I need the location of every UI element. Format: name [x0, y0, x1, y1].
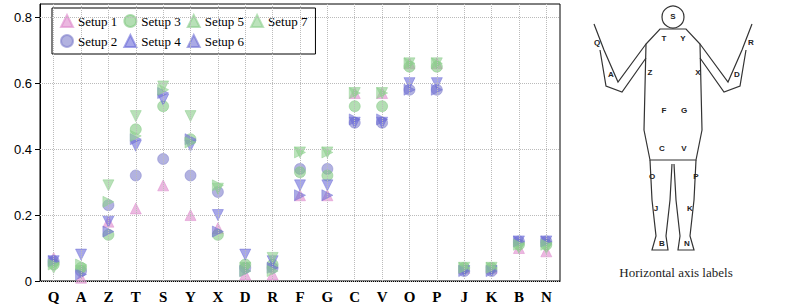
- svg-text:Setup 2: Setup 2: [78, 34, 117, 49]
- svg-text:B: B: [659, 239, 665, 248]
- svg-text:X: X: [695, 68, 701, 77]
- svg-text:0: 0: [25, 274, 32, 289]
- svg-text:N: N: [541, 289, 552, 304]
- svg-text:Z: Z: [103, 289, 113, 304]
- svg-text:V: V: [377, 289, 388, 304]
- svg-text:S: S: [159, 289, 167, 304]
- svg-text:Setup 3: Setup 3: [141, 14, 180, 29]
- svg-text:O: O: [649, 172, 655, 181]
- svg-text:T: T: [131, 289, 141, 304]
- svg-text:J: J: [654, 204, 658, 213]
- svg-text:Q: Q: [594, 38, 600, 47]
- svg-text:P: P: [432, 289, 441, 304]
- svg-text:J: J: [460, 289, 468, 304]
- svg-text:0.8: 0.8: [14, 10, 32, 25]
- svg-text:F: F: [662, 106, 667, 115]
- svg-text:G: G: [322, 289, 334, 304]
- svg-text:Setup 5: Setup 5: [205, 14, 244, 29]
- svg-text:0.2: 0.2: [14, 208, 32, 223]
- svg-text:X: X: [212, 289, 223, 304]
- svg-text:G: G: [681, 106, 687, 115]
- svg-text:Setup 1: Setup 1: [78, 14, 117, 29]
- svg-text:Setup 6: Setup 6: [205, 34, 245, 49]
- svg-text:R: R: [267, 289, 278, 304]
- svg-text:Setup 7: Setup 7: [268, 14, 308, 29]
- svg-text:A: A: [608, 70, 614, 79]
- svg-text:F: F: [295, 289, 304, 304]
- svg-text:Y: Y: [680, 34, 686, 43]
- svg-text:Horizontal axis labels: Horizontal axis labels: [619, 265, 732, 280]
- svg-text:P: P: [693, 172, 699, 181]
- svg-text:O: O: [404, 289, 416, 304]
- svg-text:0.6: 0.6: [14, 76, 32, 91]
- svg-text:C: C: [349, 289, 360, 304]
- svg-text:Q: Q: [48, 289, 60, 304]
- svg-text:T: T: [662, 34, 667, 43]
- svg-text:S: S: [670, 12, 676, 21]
- svg-text:K: K: [687, 204, 693, 213]
- svg-text:R: R: [748, 38, 754, 47]
- svg-text:Y: Y: [185, 289, 196, 304]
- svg-text:C: C: [659, 144, 665, 153]
- svg-text:A: A: [76, 289, 87, 304]
- svg-text:V: V: [681, 144, 687, 153]
- svg-text:B: B: [514, 289, 524, 304]
- svg-text:N: N: [684, 239, 690, 248]
- svg-text:D: D: [240, 289, 251, 304]
- svg-text:0.4: 0.4: [14, 142, 32, 157]
- svg-text:K: K: [486, 289, 498, 304]
- svg-text:D: D: [734, 70, 740, 79]
- svg-text:Z: Z: [648, 68, 653, 77]
- svg-text:Setup 4: Setup 4: [141, 34, 181, 49]
